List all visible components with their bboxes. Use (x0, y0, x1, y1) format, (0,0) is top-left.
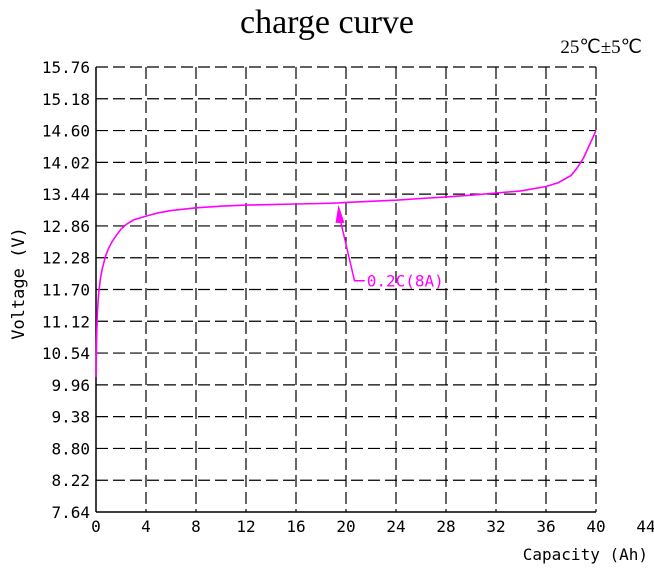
y-tick-label: 9.96 (51, 376, 90, 395)
x-tick-label: 4 (141, 517, 151, 536)
y-tick-label: 8.80 (51, 439, 90, 458)
x-tick-label: 28 (436, 517, 455, 536)
annotation-arrowhead (335, 204, 345, 223)
temperature-condition: 25℃±5℃ (560, 37, 642, 58)
y-axis-label: Voltage (V) (9, 227, 29, 340)
x-tick-label: 36 (536, 517, 555, 536)
x-tick-label: 0 (91, 517, 101, 536)
y-tick-label: 15.18 (42, 90, 90, 109)
x-tick-label: 32 (486, 517, 505, 536)
x-tick-label: 44 (636, 517, 654, 536)
annotation-label: 0.2C(8A) (367, 272, 444, 291)
y-tick-label: 12.28 (42, 249, 90, 268)
x-axis-label: Capacity (Ah) (523, 545, 648, 564)
annotation-leader (339, 220, 365, 282)
y-tick-label: 10.54 (42, 344, 90, 363)
y-tick-label: 13.44 (42, 185, 90, 204)
y-tick-label: 7.64 (51, 503, 90, 522)
chart-title: charge curve (240, 4, 414, 41)
y-tick-label: 15.76 (42, 58, 90, 77)
x-tick-label: 20 (336, 517, 355, 536)
y-tick-label: 8.22 (51, 471, 90, 490)
y-tick-label: 9.38 (51, 408, 90, 427)
x-tick-label: 12 (236, 517, 255, 536)
y-tick-label: 12.86 (42, 217, 90, 236)
y-tick-label: 14.02 (42, 153, 90, 172)
x-tick-label: 24 (386, 517, 405, 536)
y-tick-label: 11.70 (42, 281, 90, 300)
x-tick-label: 16 (286, 517, 305, 536)
x-tick-label: 40 (586, 517, 605, 536)
series-line (95, 130, 597, 378)
y-tick-label: 14.60 (42, 122, 90, 141)
y-tick-label: 11.12 (42, 312, 90, 331)
x-tick-label: 8 (191, 517, 201, 536)
